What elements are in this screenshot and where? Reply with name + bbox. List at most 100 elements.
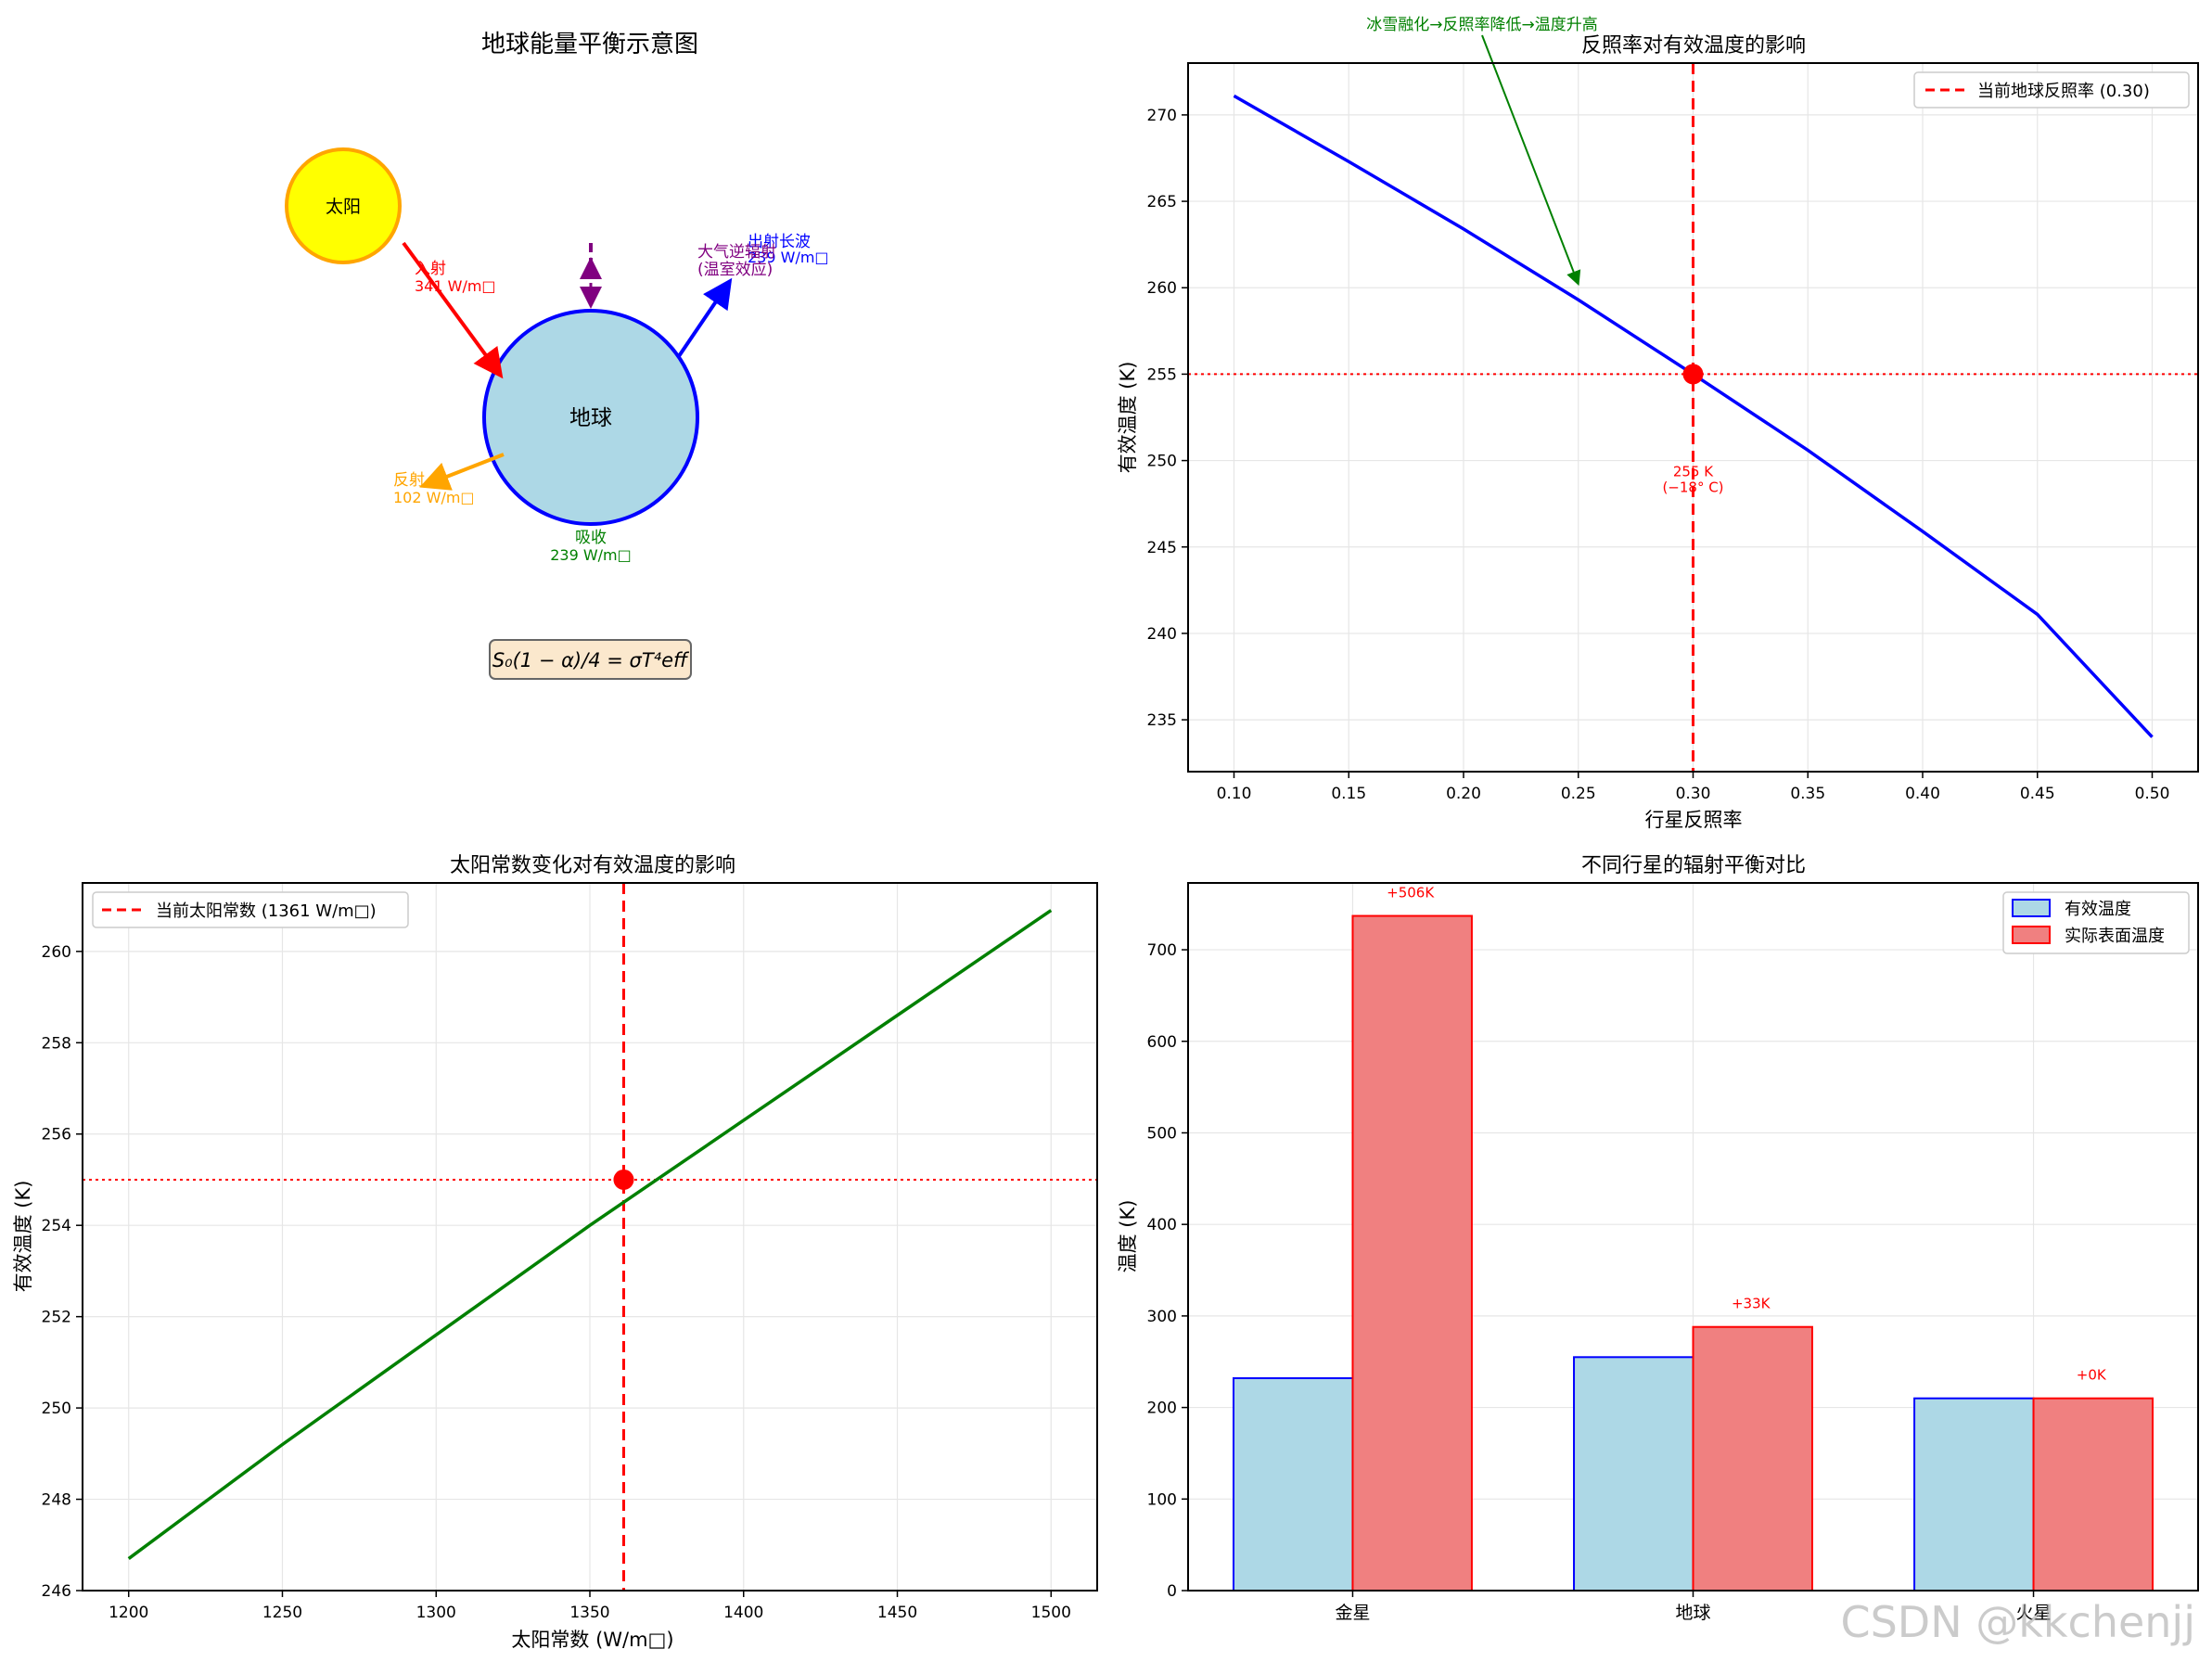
current-albedo-point (1682, 364, 1704, 385)
albedo-reference-lines (1188, 63, 2198, 772)
formula: S₀(1 − α)/4 = σT⁴eff (492, 649, 690, 671)
outgoing-value: 239 W/m□ (748, 249, 829, 266)
current-solar-point (613, 1169, 634, 1190)
planet-ytick-label: 700 (1147, 941, 1177, 960)
solar-xtick-label: 1300 (416, 1604, 456, 1622)
surface-temp-bar (2032, 1397, 2154, 1592)
absorbed-value: 239 W/m□ (550, 546, 632, 564)
planet-ytick-label: 300 (1147, 1308, 1177, 1326)
solar-ytick-label: 258 (42, 1034, 71, 1053)
albedo-axes-frame (1187, 62, 2199, 773)
incoming-value: 341 W/m□ (415, 277, 496, 295)
greenhouse-diff-label: +33K (1732, 1296, 1771, 1312)
albedo-xtick-label: 0.25 (1561, 785, 1596, 803)
reflected-arrow (419, 453, 505, 491)
greenhouse-diff-label: +0K (2077, 1367, 2107, 1384)
surface-temp-bar (1351, 914, 1473, 1592)
reflected-value: 102 W/m□ (393, 489, 475, 506)
sun-circle (285, 147, 402, 264)
incoming-label: 入射 (415, 260, 446, 278)
albedo-ytick-label: 235 (1147, 711, 1177, 730)
solar-ytick-label: 260 (42, 943, 71, 962)
planet-ytick-label: 600 (1147, 1033, 1177, 1052)
albedo-ticks: 0.10 0.15 0.20 0.25 0.30 0.35 0.40 0.45 0.50 235 2… (1147, 107, 2170, 803)
solar-grid (83, 883, 1097, 1592)
planet-legend-label-surface: 实际表面温度 (2065, 927, 2165, 946)
sun-label: 太阳 (326, 197, 361, 217)
diagram-title: 地球能量平衡示意图 (481, 31, 698, 58)
solar-xtick-label: 1450 (877, 1604, 917, 1622)
albedo-xtick-label: 0.15 (1331, 785, 1366, 803)
effective-temp-bar (1233, 1377, 1354, 1592)
absorbed-label: 吸收 (575, 529, 607, 547)
planet-ytick-label: 200 (1147, 1400, 1177, 1418)
planet-xtick-label: 金星 (1335, 1603, 1370, 1623)
solar-legend-label: 当前太阳常数 (1361 W/m□) (156, 901, 377, 921)
planet-ticks: 0 100 200 300 400 500 600 700 金星 地球 火星 (1147, 941, 2052, 1623)
planet-ylabel: 温度 (K) (1117, 1200, 1139, 1273)
planet-legend-label-effective: 有效温度 (2065, 900, 2131, 919)
albedo-point-label-k: 255 K (1673, 463, 1714, 479)
albedo-ytick-label: 250 (1147, 453, 1177, 471)
albedo-legend: 当前地球反照率 (0.30) (1913, 71, 2190, 109)
planet-comparison-chart: 不同行星的辐射平衡对比 +506K +33K +0K 0 100 200 300 400 50… (1117, 854, 2199, 1623)
solar-xtick-label: 1200 (109, 1604, 148, 1622)
outgoing-arrow (677, 277, 733, 358)
planet-legend-swatch-effective (2012, 899, 2051, 917)
albedo-xtick-label: 0.50 (2135, 785, 2170, 803)
solar-ylabel: 有效温度 (K) (12, 1181, 34, 1293)
planet-xtick-label: 地球 (1675, 1603, 1710, 1623)
planet-axes-frame (1187, 882, 2199, 1592)
solar-ytick-label: 256 (42, 1126, 71, 1144)
energy-balance-diagram: 地球能量平衡示意图 太阳 地球 入射 341 W/m□ 反射 102 W/m□ … (285, 31, 829, 680)
albedo-chart-title: 反照率对有效温度的影响 (1581, 34, 1806, 58)
solar-xtick-label: 1400 (723, 1604, 763, 1622)
albedo-xtick-label: 0.20 (1446, 785, 1481, 803)
albedo-xtick-label: 0.30 (1676, 785, 1711, 803)
solar-legend-box (92, 891, 409, 928)
albedo-point-label-c: (−18° C) (1662, 479, 1723, 495)
effective-temp-bar (1913, 1397, 2035, 1592)
albedo-annotation: 冰雪融化→反照率降低→温度升高 (1366, 16, 1598, 34)
albedo-ylabel: 有效温度 (K) (1117, 362, 1139, 474)
solar-xtick-label: 1500 (1031, 1604, 1071, 1622)
formula-box (489, 639, 692, 680)
albedo-xtick-label: 0.40 (1905, 785, 1940, 803)
albedo-ytick-label: 240 (1147, 625, 1177, 644)
planet-ytick-label: 0 (1167, 1582, 1177, 1601)
solar-ytick-label: 246 (42, 1582, 71, 1601)
albedo-ytick-label: 245 (1147, 539, 1177, 557)
albedo-grid (1188, 63, 2198, 772)
planet-legend-swatch-surface (2012, 926, 2051, 944)
solar-xlabel: 太阳常数 (W/m□) (511, 1629, 673, 1651)
albedo-xtick-label: 0.35 (1790, 785, 1825, 803)
greenhouse-diff-label: +506K (1387, 885, 1435, 901)
outgoing-label: 出射长波 (748, 233, 811, 251)
albedo-ytick-label: 255 (1147, 365, 1177, 384)
albedo-ytick-label: 270 (1147, 107, 1177, 125)
earth-circle (482, 309, 699, 526)
solar-ytick-label: 250 (42, 1400, 71, 1418)
planet-bars: +506K +33K +0K (1233, 885, 2154, 1592)
planet-chart-title: 不同行星的辐射平衡对比 (1581, 854, 1806, 877)
albedo-xtick-label: 0.10 (1217, 785, 1252, 803)
back-radiation-label: 大气逆辐射 (697, 243, 776, 262)
solar-axes-frame (82, 882, 1098, 1592)
reflected-label: 反射 (393, 471, 425, 490)
solar-xtick-label: 1350 (569, 1604, 609, 1622)
solar-ticks: 1200 1250 1300 1350 1400 1450 1500 246 248 250 252… (42, 943, 1071, 1622)
solar-chart-title: 太阳常数变化对有效温度的影响 (450, 854, 735, 877)
surface-temp-bar (1692, 1325, 1813, 1592)
albedo-ytick-label: 260 (1147, 279, 1177, 298)
albedo-xtick-label: 0.45 (2020, 785, 2055, 803)
watermark: CSDN @kkchenjj (1840, 1597, 2195, 1647)
albedo-annotation-arrow (1481, 34, 1581, 287)
albedo-ytick-label: 265 (1147, 193, 1177, 211)
solar-xtick-label: 1250 (262, 1604, 302, 1622)
planet-xtick-label: 火星 (2016, 1603, 2052, 1623)
planet-ytick-label: 100 (1147, 1490, 1177, 1509)
solar-constant-chart: 太阳常数变化对有效温度的影响 1200 1250 1300 1350 1400 1450 1… (12, 854, 1098, 1651)
incoming-arrow (402, 241, 504, 379)
solar-series-line (127, 909, 1053, 1560)
